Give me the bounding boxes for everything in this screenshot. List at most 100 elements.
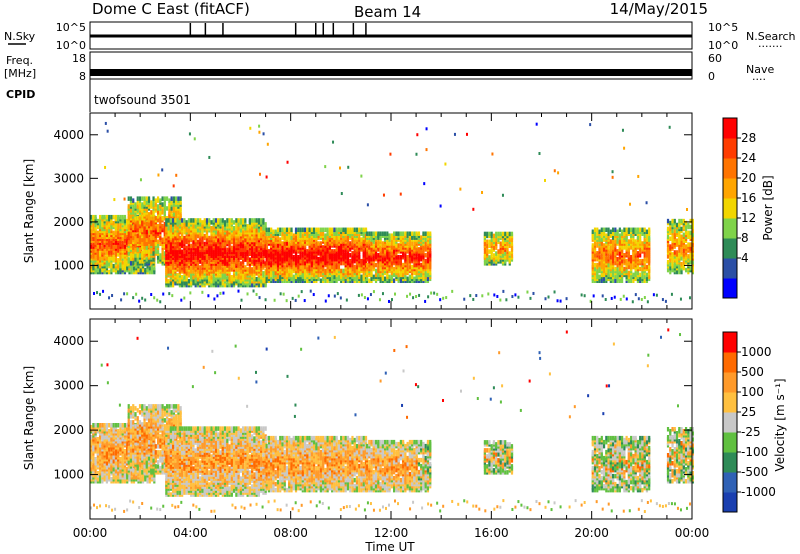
- power-cell: [168, 210, 171, 215]
- power-cell: [141, 259, 144, 264]
- power-cell: [276, 227, 280, 233]
- power-cell: [355, 264, 359, 270]
- power-cell: [136, 253, 139, 258]
- power-cell: [168, 202, 171, 207]
- power-cell: [596, 243, 599, 248]
- power-cell: [333, 235, 336, 240]
- power-cell: [364, 227, 368, 233]
- power-cell: [253, 241, 256, 247]
- power-cell: [669, 226, 672, 232]
- power-cell: [602, 276, 606, 282]
- power-cell: [609, 249, 612, 254]
- power-cell: [156, 214, 160, 219]
- cpid-panel: CPID twofsound 3501: [6, 79, 191, 112]
- power-cell: [226, 218, 229, 223]
- power-cell: [333, 274, 336, 280]
- power-cell: [381, 274, 384, 280]
- power-cell: [163, 208, 166, 213]
- power-cell: [621, 245, 624, 250]
- power-cell: [671, 252, 674, 257]
- power-cell: [598, 254, 601, 260]
- power-cell: [290, 262, 293, 268]
- power-cell: [130, 269, 133, 275]
- power-cell: [386, 231, 389, 236]
- power-cell: [152, 196, 155, 201]
- power-cell: [129, 196, 133, 201]
- power-cell: [600, 227, 603, 233]
- power-cell: [141, 241, 144, 246]
- power-cell: [192, 218, 195, 223]
- power-cell: [156, 204, 160, 209]
- power-cell: [192, 269, 195, 274]
- power-cell: [413, 241, 416, 246]
- power-cell: [156, 223, 160, 229]
- power-cell: [110, 244, 113, 249]
- power-cell: [424, 231, 427, 236]
- power-cell: [262, 259, 265, 264]
- power-cell: [596, 256, 599, 262]
- power-cell: [226, 222, 229, 227]
- power-cell: [129, 214, 133, 219]
- power-cell: [368, 262, 371, 268]
- power-cell: [214, 276, 218, 282]
- power-cell: [331, 276, 334, 282]
- power-cell: [119, 214, 122, 220]
- power-cell: [666, 267, 670, 273]
- power-cell: [129, 231, 133, 237]
- power-cell: [90, 228, 93, 234]
- power-cell: [669, 269, 672, 275]
- power-cell: [429, 270, 432, 276]
- power-cell: [641, 274, 644, 280]
- power-cell: [411, 274, 414, 280]
- freq-tick-bottom: 8: [79, 70, 86, 83]
- power-heatmap-cells: [90, 121, 694, 304]
- power-cell: [306, 272, 309, 278]
- power-cell: [285, 241, 289, 246]
- power-cell: [145, 237, 148, 243]
- power-cell: [390, 274, 393, 280]
- freq-panel: Freq. [MHz] 18 8 60 0 Nave ····: [4, 51, 774, 86]
- power-cell: [90, 244, 93, 249]
- power-cell: [372, 256, 375, 262]
- power-cell: [424, 253, 427, 258]
- power-cell: [132, 261, 135, 266]
- power-cell: [611, 268, 615, 274]
- power-cell: [609, 233, 612, 238]
- power-cell: [174, 224, 177, 229]
- beam-label: Beam 14: [354, 3, 421, 21]
- power-cell: [501, 239, 505, 245]
- power-cell: [192, 280, 195, 286]
- power-cell: [223, 269, 227, 274]
- power-cell: [159, 241, 162, 246]
- power-cell: [272, 260, 275, 266]
- power-cell: [170, 196, 173, 201]
- power-cell: [196, 218, 200, 223]
- power-cell: [643, 256, 646, 262]
- power-cell: [381, 231, 384, 236]
- power-cell: [147, 216, 151, 221]
- power-cell: [611, 258, 615, 264]
- power-cell: [636, 235, 640, 240]
- power-cell: [169, 227, 172, 233]
- power-cell: [232, 273, 236, 278]
- power-cell: [607, 254, 610, 260]
- power-cell: [618, 251, 621, 256]
- freq-label: Freq.: [6, 54, 33, 67]
- power-cell: [161, 202, 164, 207]
- power-cell: [283, 264, 286, 270]
- power-cell: [335, 227, 338, 233]
- power-cell: [643, 274, 646, 280]
- power-cell: [290, 249, 293, 254]
- power-cell: [299, 258, 302, 264]
- power-cell: [648, 235, 651, 240]
- power-cell: [223, 220, 227, 225]
- power-cell: [139, 267, 142, 273]
- power-cell: [181, 241, 184, 247]
- power-cell: [201, 269, 204, 274]
- power-cell: [232, 263, 236, 268]
- power-cell: [415, 231, 418, 236]
- power-cell: [360, 227, 363, 233]
- power-cell: [196, 239, 200, 245]
- power-cell: [611, 239, 615, 244]
